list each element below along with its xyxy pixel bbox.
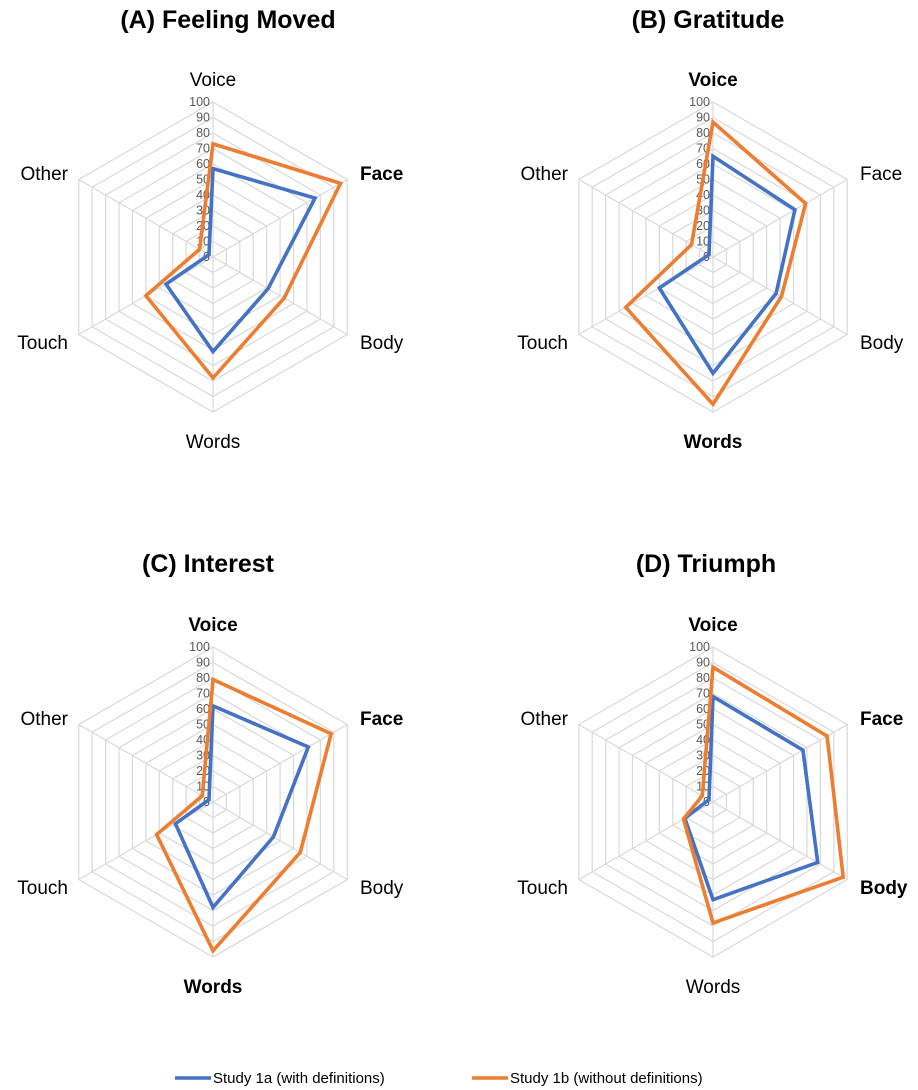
series-line-study-1b <box>623 118 808 408</box>
axis-label-touch: Touch <box>17 878 68 899</box>
legend-label-study-1b: Study 1b (without definitions) <box>510 1070 703 1087</box>
tick-label: 10 <box>696 235 710 249</box>
tick-label: 70 <box>196 142 210 156</box>
axis-label-face: Face <box>360 164 403 185</box>
legend: Study 1a (with definitions) Study 1b (wi… <box>175 1070 703 1087</box>
tick-label: 80 <box>196 126 210 140</box>
series-line-study-1b <box>143 141 344 381</box>
axis-spoke <box>78 723 214 803</box>
axis-label-touch: Touch <box>517 333 568 354</box>
axis-label-face: Face <box>860 709 903 730</box>
axis-label-touch: Touch <box>17 333 68 354</box>
tick-label: 100 <box>189 640 210 654</box>
tick-label: 90 <box>696 656 710 670</box>
tick-label: 60 <box>196 157 210 171</box>
axis-spoke <box>212 178 348 258</box>
chart-title: (A) Feeling Moved <box>120 6 335 34</box>
tick-label: 80 <box>696 671 710 685</box>
axis-label-voice: Voice <box>190 70 236 91</box>
axis-label-words: Words <box>686 977 741 998</box>
tick-label: 80 <box>196 671 210 685</box>
axis-spoke <box>712 178 848 258</box>
chart-title: (D) Triumph <box>636 550 776 578</box>
axis-spoke <box>212 801 348 881</box>
series-line-study-1a <box>656 153 797 377</box>
axis-label-body: Body <box>360 878 404 899</box>
axis-label-words: Words <box>684 432 743 453</box>
axis-spoke <box>578 723 714 803</box>
tick-label: 90 <box>196 656 210 670</box>
tick-label: 100 <box>689 640 710 654</box>
axis-label-words: Words <box>186 432 241 453</box>
axis-label-body: Body <box>860 333 904 354</box>
legend-label-study-1a: Study 1a (with definitions) <box>213 1070 385 1087</box>
tick-label: 70 <box>696 687 710 701</box>
series-line-study-1b <box>681 664 846 926</box>
axis-label-touch: Touch <box>517 878 568 899</box>
axis-label-words: Words <box>184 977 243 998</box>
tick-label: 50 <box>196 718 210 732</box>
tick-label: 90 <box>696 111 710 125</box>
tick-label: 90 <box>196 111 210 125</box>
chart-title: (C) Interest <box>142 550 275 578</box>
axis-label-voice: Voice <box>188 615 237 636</box>
axis-spoke <box>212 723 348 803</box>
tick-label: 100 <box>189 95 210 109</box>
tick-label: 70 <box>196 687 210 701</box>
axis-label-voice: Voice <box>688 615 737 636</box>
axis-spoke <box>212 256 348 336</box>
axis-label-body: Body <box>860 878 908 899</box>
tick-label: 100 <box>689 95 710 109</box>
axis-label-other: Other <box>20 164 68 185</box>
axis-spoke <box>78 178 214 258</box>
axis-label-voice: Voice <box>688 70 737 91</box>
axis-label-other: Other <box>520 164 568 185</box>
radar-panel: (C) Interest0102030405060708090100VoiceF… <box>17 550 404 998</box>
axis-label-face: Face <box>860 164 902 185</box>
axis-label-other: Other <box>20 709 68 730</box>
radar-panel: (B) Gratitude0102030405060708090100Voice… <box>517 6 904 453</box>
radar-panel: (A) Feeling Moved0102030405060708090100V… <box>17 6 404 453</box>
chart-title: (B) Gratitude <box>632 6 785 34</box>
axis-spoke <box>578 256 714 336</box>
tick-label: 30 <box>696 749 710 763</box>
radar-panel: (D) Triumph0102030405060708090100VoiceFa… <box>517 550 908 998</box>
series-line-study-1a <box>682 693 820 902</box>
axis-spoke <box>712 801 848 881</box>
tick-label: 20 <box>696 219 710 233</box>
axis-spoke <box>712 723 848 803</box>
tick-label: 60 <box>196 702 210 716</box>
axis-label-body: Body <box>360 333 404 354</box>
radar-panels: (A) Feeling Moved0102030405060708090100V… <box>17 6 908 998</box>
series-line-study-1a <box>173 703 311 911</box>
axis-label-face: Face <box>360 709 403 730</box>
axis-label-other: Other <box>520 709 568 730</box>
series-line-study-1b <box>154 676 334 955</box>
series-line-study-1a <box>163 166 318 355</box>
tick-label: 60 <box>696 702 710 716</box>
tick-label: 80 <box>696 126 710 140</box>
